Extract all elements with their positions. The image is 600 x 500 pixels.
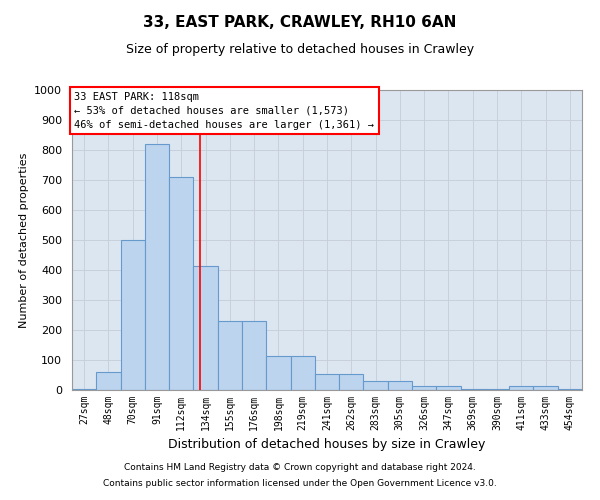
Bar <box>96 372 121 390</box>
Bar <box>193 266 218 390</box>
Bar <box>218 321 242 390</box>
Y-axis label: Number of detached properties: Number of detached properties <box>19 152 29 328</box>
Bar <box>242 321 266 390</box>
Bar <box>364 381 388 390</box>
Bar <box>485 388 509 390</box>
X-axis label: Distribution of detached houses by size in Crawley: Distribution of detached houses by size … <box>169 438 485 452</box>
Bar <box>339 374 364 390</box>
Text: 33, EAST PARK, CRAWLEY, RH10 6AN: 33, EAST PARK, CRAWLEY, RH10 6AN <box>143 15 457 30</box>
Bar <box>266 356 290 390</box>
Bar <box>509 386 533 390</box>
Bar <box>388 381 412 390</box>
Bar <box>315 374 339 390</box>
Bar <box>533 386 558 390</box>
Bar <box>461 388 485 390</box>
Text: Contains HM Land Registry data © Crown copyright and database right 2024.: Contains HM Land Registry data © Crown c… <box>124 464 476 472</box>
Bar <box>145 144 169 390</box>
Bar <box>121 240 145 390</box>
Bar <box>290 356 315 390</box>
Bar <box>412 386 436 390</box>
Text: 33 EAST PARK: 118sqm
← 53% of detached houses are smaller (1,573)
46% of semi-de: 33 EAST PARK: 118sqm ← 53% of detached h… <box>74 92 374 130</box>
Bar <box>169 177 193 390</box>
Text: Contains public sector information licensed under the Open Government Licence v3: Contains public sector information licen… <box>103 478 497 488</box>
Text: Size of property relative to detached houses in Crawley: Size of property relative to detached ho… <box>126 42 474 56</box>
Bar <box>558 388 582 390</box>
Bar <box>436 386 461 390</box>
Bar <box>72 388 96 390</box>
